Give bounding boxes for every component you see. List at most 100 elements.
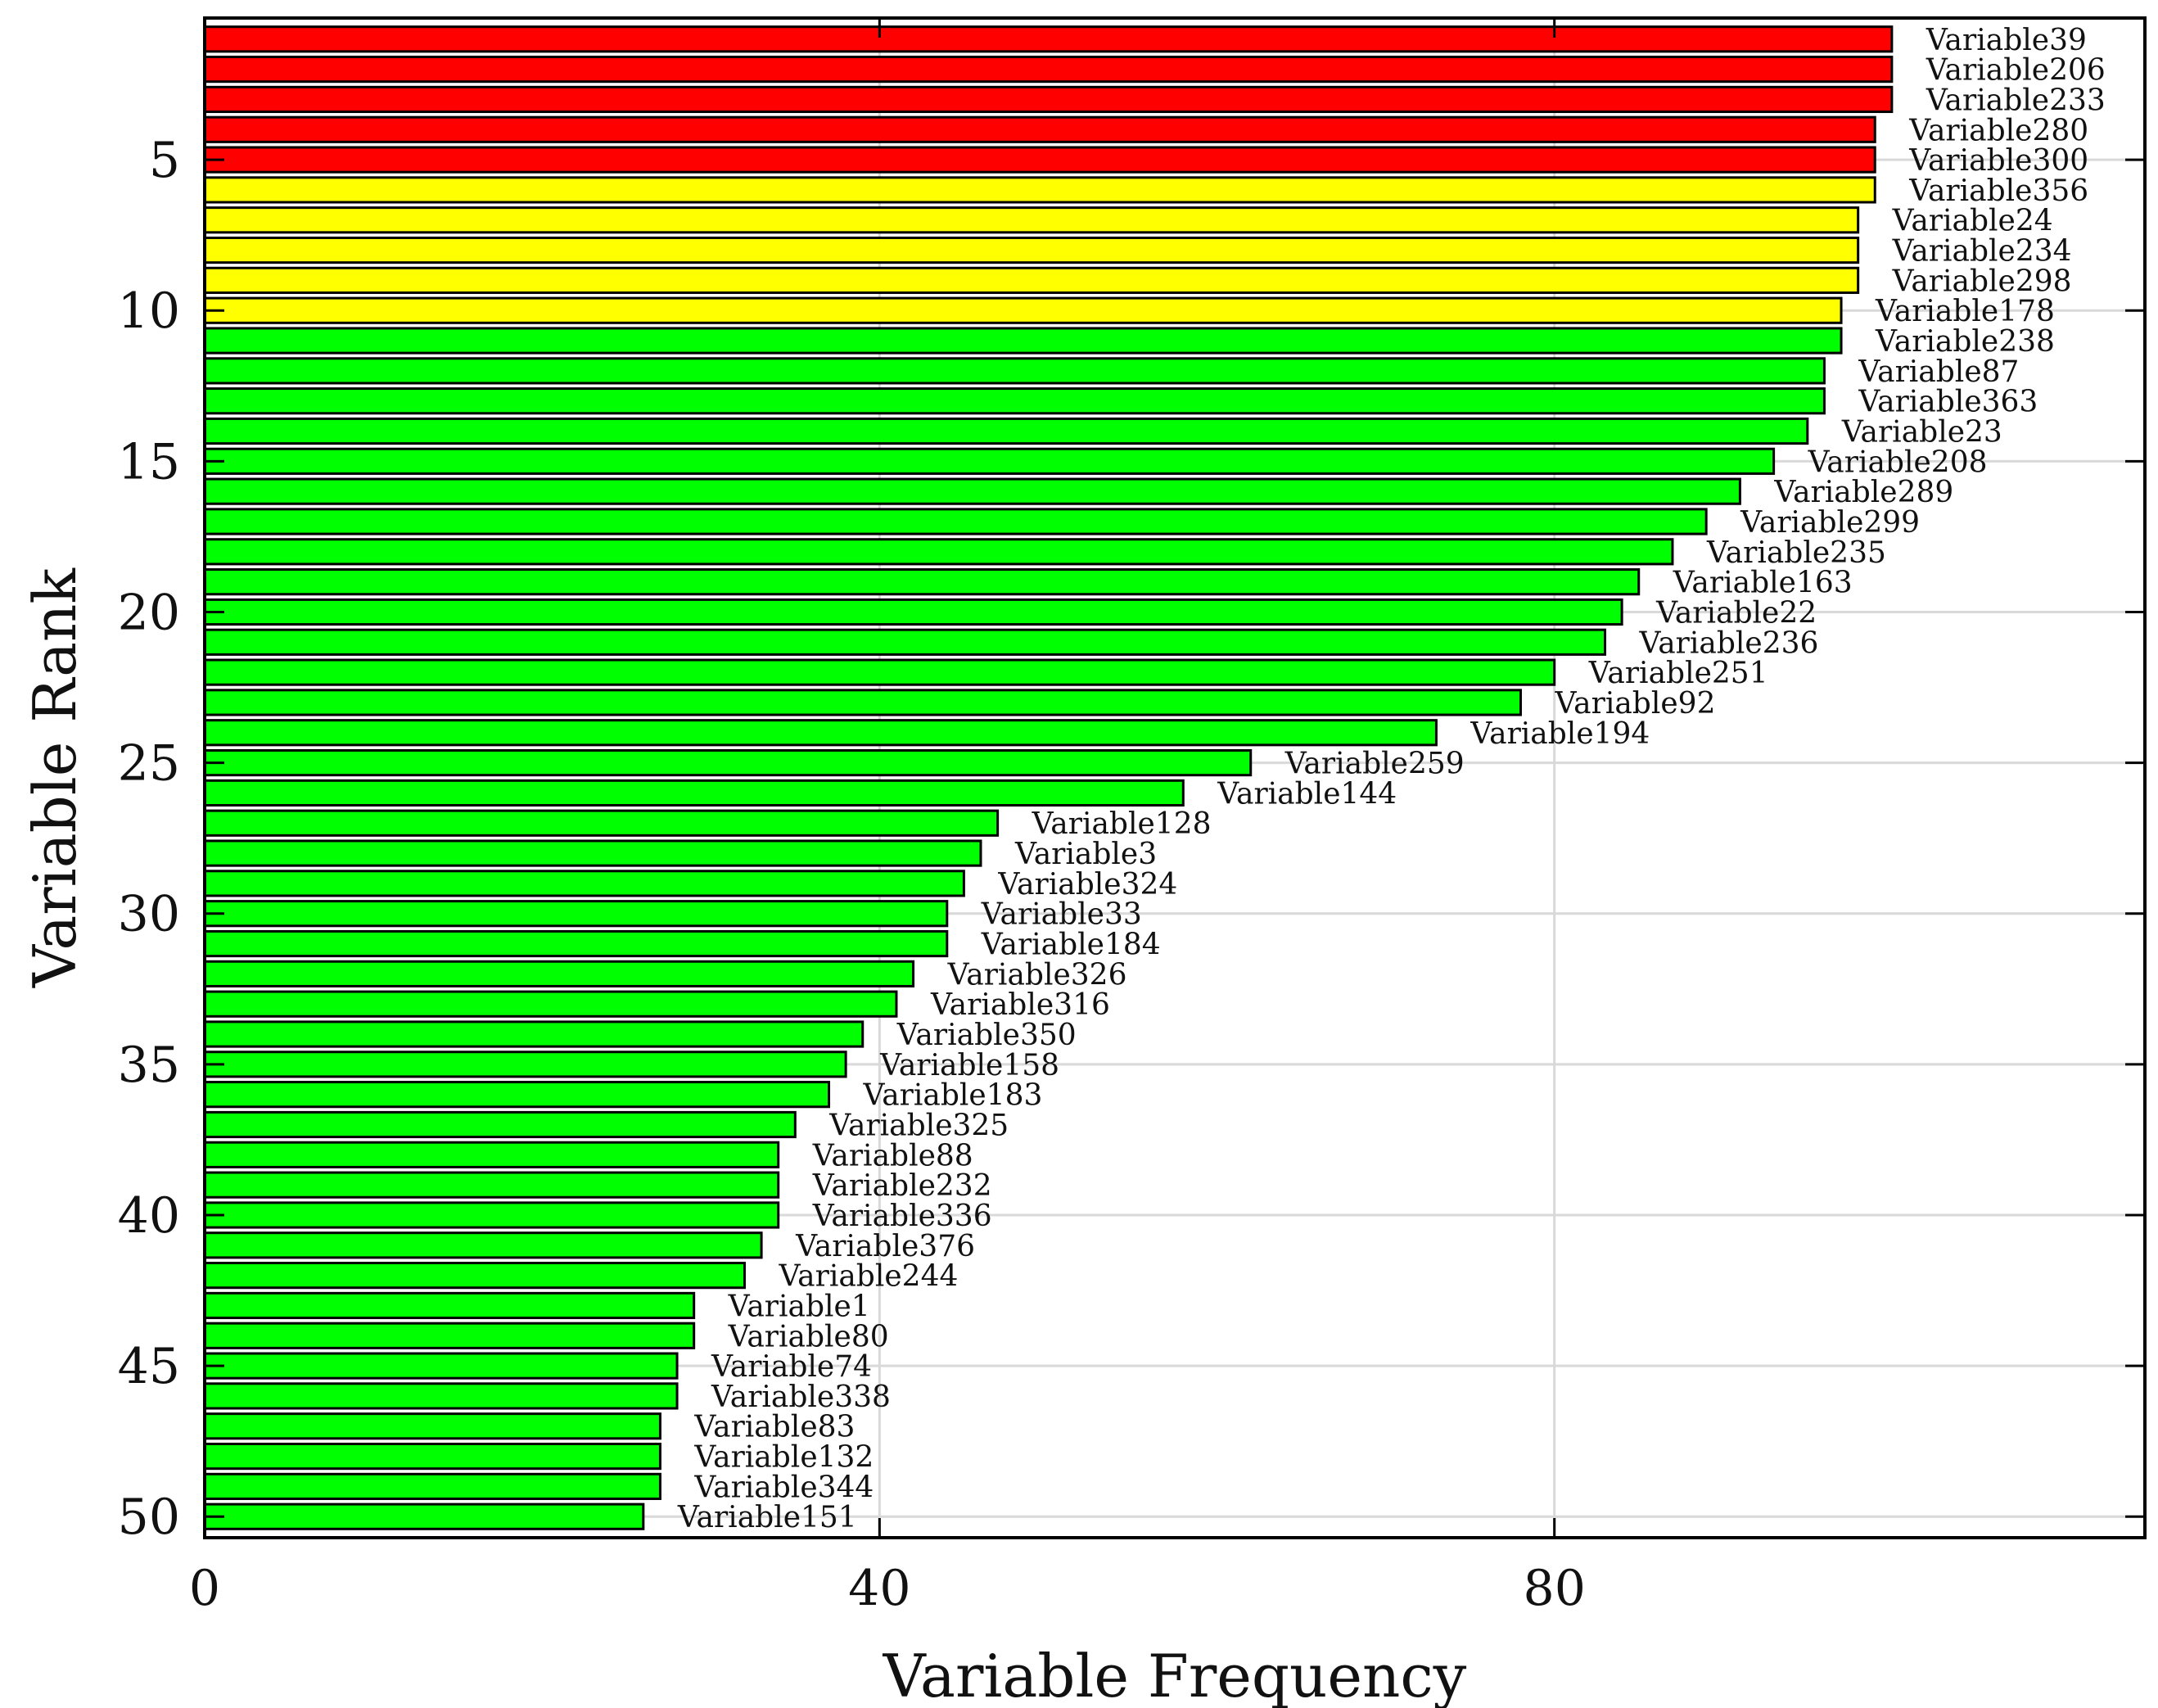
bar-variable234 [203,236,1860,264]
x-axis-title: Variable Frequency [883,1642,1467,1708]
bar-variable22 [203,598,1623,626]
bar-variable206 [203,56,1894,84]
bar-label-variable300: Variable300 [1908,144,2088,178]
axis-ticks: 0 40 80 5 10 15 20 25 30 35 40 45 50 [118,18,2145,1617]
bar-label-variable92: Variable92 [1554,687,1715,721]
y-tick-label: 30 [118,886,180,943]
bar-label-variable132: Variable132 [693,1441,874,1475]
y-tick-label: 35 [118,1037,180,1094]
bar-variable88 [203,1141,780,1168]
bar-variable163 [203,568,1641,596]
bar-label-variable208: Variable208 [1808,445,1988,479]
bar-variable235 [203,538,1674,566]
bar-variable184 [203,929,949,958]
bar-label-variable184: Variable184 [981,929,1161,962]
bar-label-variable158: Variable158 [879,1049,1059,1082]
bar-label-variable194: Variable194 [1470,717,1650,751]
bar-variable251 [203,658,1556,686]
bar-label-variable178: Variable178 [1875,295,2055,328]
bar-label-variable1: Variable1 [728,1290,870,1323]
bar-variable144 [203,779,1185,807]
bar-variable158 [203,1051,847,1078]
bar-label-variable244: Variable244 [778,1260,958,1294]
bar-label-variable88: Variable88 [812,1139,973,1173]
x-tick-label: 80 [1524,1560,1586,1617]
bar-variable128 [203,809,1000,837]
bar-variable363 [203,387,1826,415]
bar-label-variable344: Variable344 [693,1471,874,1504]
bar-variable298 [203,266,1860,294]
y-axis-title: Variable Rank [20,567,89,988]
bar-variable23 [203,417,1809,445]
bar-variable1 [203,1291,696,1320]
bar-variable300 [203,146,1876,174]
bar-label-variable183: Variable183 [863,1079,1043,1113]
bar-label-variable280: Variable280 [1908,114,2088,147]
bar-label-variable128: Variable128 [1032,807,1212,841]
bar-label-variable22: Variable22 [1655,596,1817,630]
x-tick-label: 40 [848,1560,910,1617]
y-tick-label: 20 [118,584,180,641]
bar-variable87 [203,357,1826,385]
bar-variable236 [203,628,1607,656]
bar-variable344 [203,1472,661,1500]
y-tick-label: 10 [118,282,180,340]
bar-label-variable326: Variable326 [947,958,1127,992]
bar-variable325 [203,1110,797,1139]
bar-label-variable151: Variable151 [677,1501,857,1534]
bar-label-variable87: Variable87 [1858,355,2019,389]
bar-label-variable33: Variable33 [981,898,1142,932]
bar-label-variable23: Variable23 [1841,416,2002,450]
y-tick-label: 45 [118,1338,180,1395]
y-tick-label: 50 [118,1489,180,1546]
bar-label-variable233: Variable233 [1925,84,2106,117]
bar-label-variable238: Variable238 [1875,325,2055,359]
bar-label-variable324: Variable324 [997,868,1177,901]
bar-label-variable338: Variable338 [711,1380,891,1414]
x-tick-label: 0 [189,1560,220,1617]
bar-variable376 [203,1231,763,1259]
bar-label-variable232: Variable232 [812,1169,992,1203]
bar-variable324 [203,870,965,897]
bar-label-variable299: Variable299 [1740,506,1920,540]
bar-label-variable163: Variable163 [1673,567,1853,600]
bar-variable183 [203,1081,831,1109]
bar-variable132 [203,1442,661,1471]
bar-variable316 [203,990,898,1018]
bar-label-variable80: Variable80 [728,1320,889,1353]
bar-variable80 [203,1322,696,1349]
bar-variable194 [203,719,1438,747]
bar-variable92 [203,689,1522,716]
bar-label-variable298: Variable298 [1892,264,2072,298]
bar-variable233 [203,85,1894,114]
bar-variable350 [203,1020,865,1048]
bar-variable39 [203,25,1894,53]
bar-variable259 [203,748,1253,777]
bar-label-variable74: Variable74 [711,1350,872,1384]
bar-variable74 [203,1352,679,1380]
bar-label-variable83: Variable83 [693,1411,855,1444]
bar-label-variable234: Variable234 [1892,235,2072,269]
bar-variable326 [203,960,915,987]
bar-label-variable289: Variable289 [1773,476,1953,509]
bar-label-variable336: Variable336 [812,1200,992,1233]
bar-label-variable259: Variable259 [1284,748,1465,781]
bar-variable338 [203,1382,679,1410]
bar-label-variable236: Variable236 [1639,626,1819,660]
bar-label-variable251: Variable251 [1588,657,1768,690]
bar-label-variable3: Variable3 [1014,838,1157,871]
bar-variable232 [203,1171,780,1199]
bar-variable356 [203,176,1876,204]
bars [203,25,1894,1530]
bar-variable336 [203,1201,780,1229]
bar-variable83 [203,1412,661,1440]
bar-variable280 [203,115,1876,143]
bar-variable178 [203,296,1843,324]
y-tick-label: 15 [118,433,180,490]
bar-variable151 [203,1502,645,1530]
bar-label-variable206: Variable206 [1925,54,2106,88]
y-tick-label: 40 [118,1187,180,1245]
bar-variable238 [203,327,1843,355]
y-tick-label: 5 [149,132,180,189]
bar-label-variable144: Variable144 [1217,777,1397,811]
